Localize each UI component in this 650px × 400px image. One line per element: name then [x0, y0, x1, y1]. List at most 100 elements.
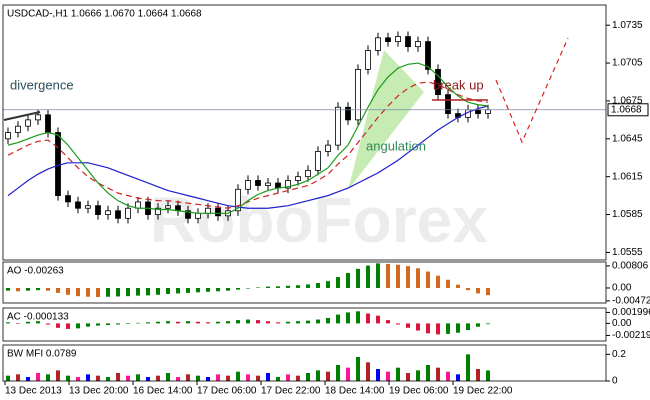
y-tick-label: -0.00219	[612, 330, 650, 341]
indicator-bar	[426, 271, 430, 288]
indicator-bar	[266, 286, 270, 288]
indicator-bar	[76, 287, 80, 297]
indicator-bar	[466, 287, 470, 291]
indicator-bar	[66, 287, 70, 295]
indicator-bar	[56, 287, 60, 293]
indicator-bar	[166, 321, 170, 324]
indicator-bar	[226, 287, 230, 291]
indicator-bar	[86, 323, 90, 327]
y-tick-label: 0.00	[612, 318, 632, 329]
indicator-bar	[356, 268, 360, 288]
indicator-bar	[246, 374, 250, 381]
indicator-bar	[46, 323, 50, 325]
indicator-bar	[16, 374, 20, 381]
x-tick-label: 18 Dec 14:00	[325, 386, 385, 397]
indicator-bar	[26, 377, 30, 381]
candle-body	[475, 109, 481, 114]
indicator-bar	[416, 370, 420, 381]
x-tick-label: 13 Dec 20:00	[69, 386, 129, 397]
candle-body	[445, 94, 451, 114]
indicator-bar	[396, 367, 400, 381]
annotation: divergence	[10, 77, 74, 92]
candle-body	[185, 210, 191, 219]
candle-body	[295, 176, 301, 181]
indicator-bar	[176, 377, 180, 381]
indicator-bar	[106, 287, 110, 297]
indicator-bar	[476, 287, 480, 294]
indicator-bar	[256, 320, 260, 324]
indicator-bar	[186, 374, 190, 381]
candle-body	[255, 180, 261, 186]
candle-body	[155, 207, 161, 215]
indicator-bar	[376, 315, 380, 324]
indicator-bar	[106, 323, 110, 326]
candle-body	[235, 188, 241, 212]
indicator-bar	[376, 263, 380, 288]
indicator-bar	[216, 321, 220, 324]
indicator-bar	[6, 322, 10, 324]
indicator-bar	[146, 287, 150, 296]
indicator-bar	[406, 266, 410, 288]
indicator-bar	[356, 357, 360, 381]
indicator-bar	[346, 312, 350, 324]
moving-average	[7, 81, 489, 209]
indicator-bar	[36, 321, 40, 324]
indicator-bar	[426, 365, 430, 381]
candle-body	[45, 114, 51, 133]
indicator-bar	[26, 287, 30, 291]
indicator-bar	[226, 375, 230, 381]
indicator-bar	[176, 287, 180, 294]
indicator-bar	[166, 373, 170, 381]
panel-frame	[2, 344, 607, 382]
indicator-bar	[416, 268, 420, 288]
indicator-bar	[306, 284, 310, 288]
indicator-bar	[466, 354, 470, 381]
candle-body	[285, 180, 291, 189]
indicator-bar	[346, 367, 350, 381]
candle-body	[85, 205, 91, 209]
panel-title: AC -0.000133	[7, 312, 69, 323]
indicator-bar	[186, 321, 190, 324]
x-tick-label: 19 Dec 22:00	[453, 386, 513, 397]
indicator-bar	[456, 284, 460, 288]
candle-body	[395, 36, 401, 43]
indicator-bar	[216, 287, 220, 292]
indicator-bar	[156, 375, 160, 381]
y-tick-label: 1.0675	[612, 96, 643, 107]
y-tick-label: -0.00472	[612, 296, 650, 307]
indicator-bar	[426, 323, 430, 334]
indicator-bar	[76, 377, 80, 381]
indicator-bar	[406, 373, 410, 381]
indicator-bar	[296, 375, 300, 381]
x-tick-label: 16 Dec 14:00	[133, 386, 193, 397]
panel-title: BW MFI 0.0789	[7, 349, 77, 360]
indicator-bar	[56, 323, 60, 328]
indicator-bar	[116, 373, 120, 381]
indicator-bar	[156, 287, 160, 295]
indicator-bar	[6, 375, 10, 381]
y-tick-label: 0.00	[612, 283, 632, 294]
indicator-bar	[206, 287, 210, 292]
indicator-bar	[96, 323, 100, 326]
indicator-bar	[196, 321, 200, 324]
indicator-bar	[366, 265, 370, 288]
indicator-bar	[436, 275, 440, 288]
candle-body	[335, 106, 341, 146]
indicator-bar	[196, 375, 200, 381]
angulation-shape	[348, 50, 424, 190]
candle-body	[355, 68, 361, 121]
indicator-bar	[246, 287, 250, 289]
annotation: angulation	[366, 138, 426, 153]
indicator-bar	[96, 375, 100, 381]
indicator-bar	[136, 374, 140, 381]
candle-body	[435, 68, 441, 96]
panel-frame	[2, 307, 607, 342]
indicator-bar	[206, 322, 210, 324]
indicator-bar	[446, 323, 450, 334]
indicator-bar	[246, 319, 250, 324]
indicator-bar	[396, 323, 400, 325]
indicator-bar	[376, 369, 380, 381]
indicator-bar	[306, 373, 310, 381]
indicator-bar	[316, 319, 320, 324]
indicator-bar	[6, 287, 10, 291]
